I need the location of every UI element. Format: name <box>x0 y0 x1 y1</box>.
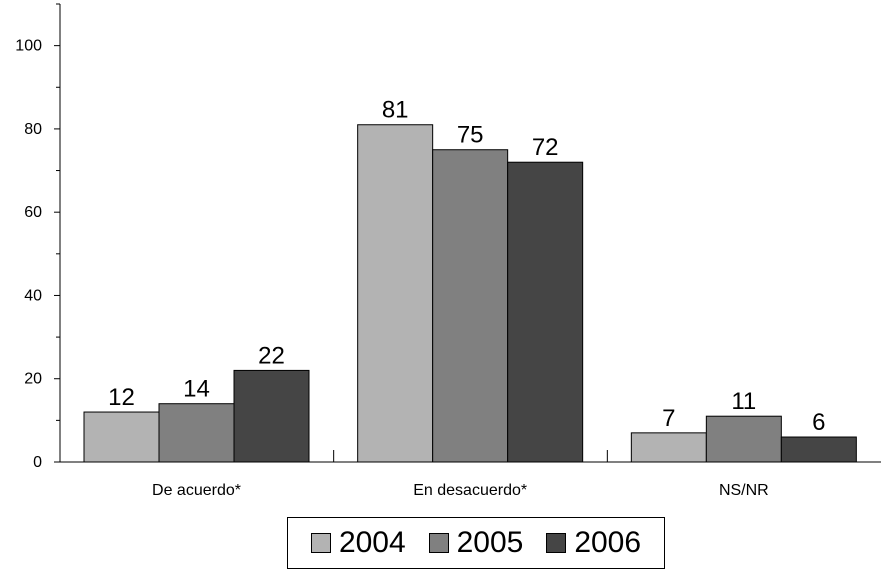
y-tick-label: 20 <box>24 371 42 388</box>
data-label: 12 <box>108 384 135 411</box>
bar-2006 <box>507 161 584 463</box>
legend-swatch-2005 <box>428 533 449 553</box>
bar-2006 <box>233 369 310 463</box>
bar-2004 <box>630 432 707 463</box>
bar-2004 <box>357 124 434 463</box>
x-category-label: NS/NR <box>719 482 769 499</box>
y-tick-label: 80 <box>24 121 42 138</box>
y-tick-label: 100 <box>15 38 42 55</box>
x-category-label: En desacuerdo* <box>413 482 527 499</box>
legend-item-2006: 2006 <box>546 528 641 558</box>
data-label: 22 <box>258 342 285 369</box>
y-tick-label: 40 <box>24 287 42 304</box>
data-label: 14 <box>183 376 210 403</box>
data-label: 6 <box>812 409 825 436</box>
legend-label-2004: 2004 <box>338 526 406 559</box>
data-label: 11 <box>731 388 756 415</box>
legend-item-2005: 2005 <box>428 526 524 559</box>
data-label: 7 <box>662 405 675 432</box>
y-tick-label: 60 <box>24 204 42 221</box>
legend-item-2004: 2004 <box>310 526 406 559</box>
data-label: 75 <box>457 122 484 149</box>
data-label: 81 <box>382 97 409 124</box>
legend-swatch-2006 <box>546 533 567 553</box>
y-tick-label: 0 <box>33 454 42 471</box>
bar-2005 <box>432 149 509 463</box>
legend-label-2005: 2005 <box>456 526 524 559</box>
bar-2006 <box>780 436 857 463</box>
legend: 2004 2005 2006 <box>287 517 665 569</box>
plot-area: 0 20 40 60 80 100 12 14 22 De acuerdo* 81 75 72 En de… <box>15 3 881 499</box>
legend-label-2006: 2006 <box>574 526 642 559</box>
data-label: 72 <box>532 134 559 161</box>
legend-swatch-2004 <box>310 533 331 553</box>
x-category-label: De acuerdo* <box>152 482 241 499</box>
